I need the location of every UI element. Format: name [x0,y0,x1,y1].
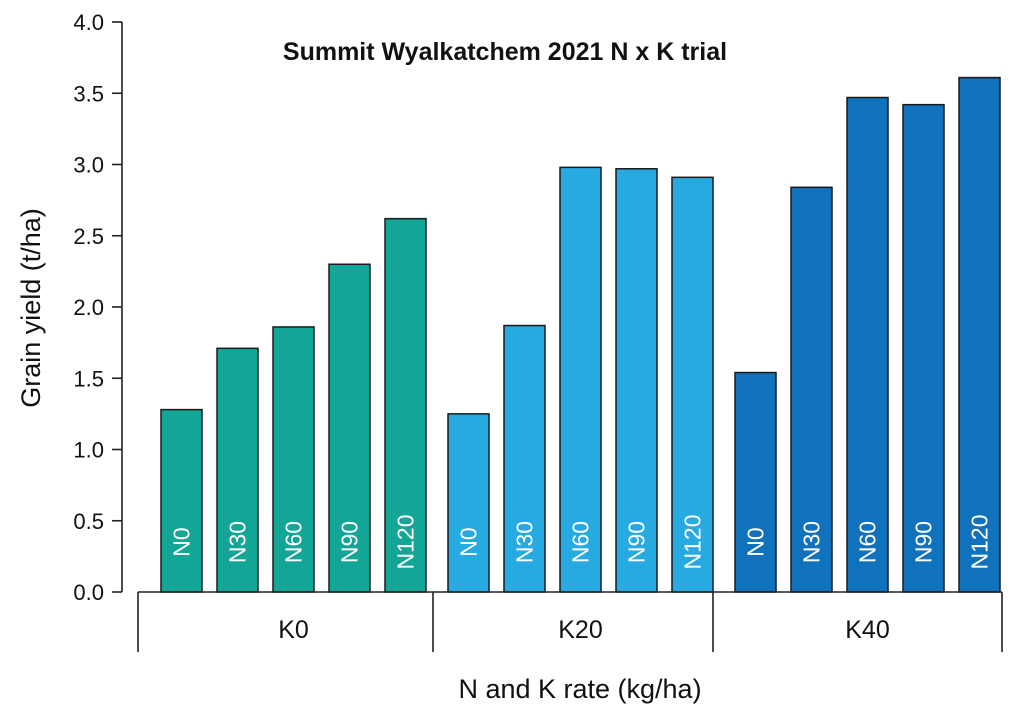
bar-label-k20-n0: N0 [456,527,482,556]
bar-k0-n30 [216,347,259,593]
bar-k20-n120 [671,176,714,593]
y-tick-label: 2.0 [73,295,104,320]
group-label-k0: K0 [278,616,309,644]
group-label-k40: K40 [845,616,889,644]
y-tick-label: 1.0 [73,438,104,463]
y-tick-label: 3.5 [73,81,104,106]
bar-label-k40-n120: N120 [967,515,993,570]
bar-label-k20-n60: N60 [568,521,594,563]
chart-title: Summit Wyalkatchem 2021 N x K trial [283,38,727,66]
y-tick-label: 4.0 [73,10,104,35]
bar-label-k20-n90: N90 [624,521,650,563]
bar-label-k40-n0: N0 [743,527,769,556]
bar-label-k0-n30: N30 [225,521,251,563]
bar-k0-n0 [160,408,203,593]
y-tick-label: 2.5 [73,224,104,249]
y-axis-label: Grain yield (t/ha) [16,208,46,408]
bar-label-k0-n60: N60 [281,521,307,563]
bar-label-k40-n60: N60 [855,521,881,563]
bar-k20-n0 [447,413,490,593]
bar-k40-n0 [734,371,777,593]
bar-k0-n120 [384,217,427,593]
y-tick-label: 1.5 [73,366,104,391]
y-tick-label: 0.5 [73,509,104,534]
x-axis-label: N and K rate (kg/ha) [458,674,701,704]
bar-label-k40-n30: N30 [799,521,825,563]
group-label-k20: K20 [558,616,602,644]
bar-k20-n60 [559,166,602,593]
bar-label-k0-n120: N120 [393,515,419,570]
bar-label-k20-n30: N30 [512,521,538,563]
bar-k40-n120 [958,76,1001,593]
bar-k0-n90 [328,263,371,593]
axes-layer: 0.0 0.5 1.0 1.5 2.0 2.5 3.0 3.5 4.0 K0 K20 K40 [73,10,1003,652]
bar-k40-n90 [902,103,945,593]
y-tick-label: 3.0 [73,153,104,178]
bars-layer: N0 N30 N60 N90 N120 N0 N30 N60 N90 N120 N0 N30 N60 N9… [160,76,1001,593]
bar-label-k0-n90: N90 [337,521,363,563]
y-tick-label: 0.0 [73,580,104,605]
bar-label-k0-n0: N0 [169,527,195,556]
bar-k0-n60 [272,326,315,593]
bar-label-k20-n120: N120 [680,515,706,570]
bar-label-k40-n90: N90 [911,521,937,563]
bar-k40-n60 [846,96,889,593]
